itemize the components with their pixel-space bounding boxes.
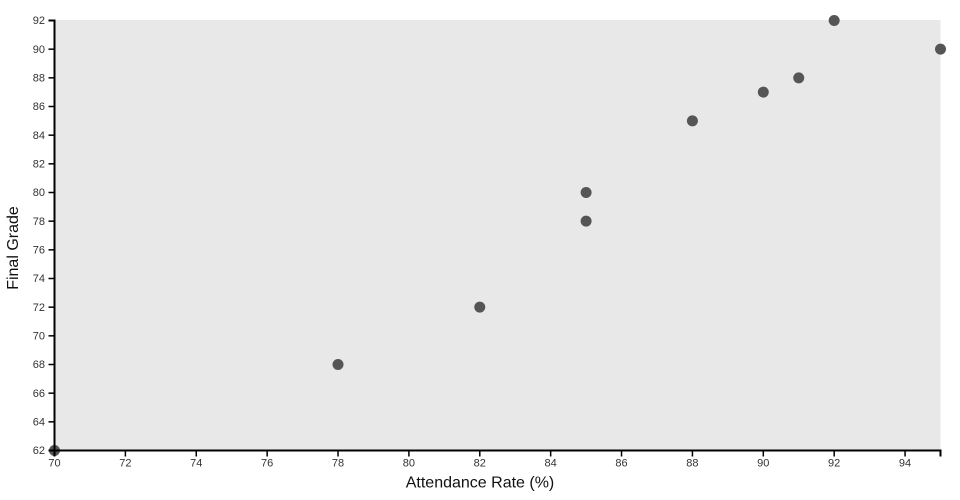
svg-text:86: 86 (33, 101, 45, 113)
svg-text:76: 76 (261, 458, 273, 470)
svg-text:86: 86 (615, 458, 627, 470)
svg-text:74: 74 (33, 273, 45, 285)
svg-text:78: 78 (332, 458, 344, 470)
svg-text:80: 80 (33, 187, 45, 199)
svg-text:Attendance Rate (%): Attendance Rate (%) (406, 475, 555, 492)
svg-text:82: 82 (33, 158, 45, 170)
svg-text:94: 94 (899, 458, 911, 470)
svg-text:64: 64 (33, 416, 45, 428)
svg-text:84: 84 (545, 458, 557, 470)
svg-text:90: 90 (757, 458, 769, 470)
svg-text:92: 92 (828, 458, 840, 470)
svg-text:72: 72 (33, 302, 45, 314)
svg-text:82: 82 (474, 458, 486, 470)
svg-text:84: 84 (33, 130, 45, 142)
svg-text:80: 80 (403, 458, 415, 470)
svg-text:70: 70 (33, 330, 45, 342)
svg-text:88: 88 (686, 458, 698, 470)
svg-text:88: 88 (33, 72, 45, 84)
svg-text:72: 72 (119, 458, 131, 470)
svg-text:74: 74 (190, 458, 202, 470)
svg-text:76: 76 (33, 244, 45, 256)
svg-text:90: 90 (33, 44, 45, 56)
svg-text:66: 66 (33, 388, 45, 400)
svg-text:70: 70 (48, 458, 60, 470)
svg-text:92: 92 (33, 15, 45, 27)
svg-text:Final Grade: Final Grade (5, 206, 22, 290)
svg-text:62: 62 (33, 445, 45, 457)
svg-text:68: 68 (33, 359, 45, 371)
svg-text:78: 78 (33, 216, 45, 228)
